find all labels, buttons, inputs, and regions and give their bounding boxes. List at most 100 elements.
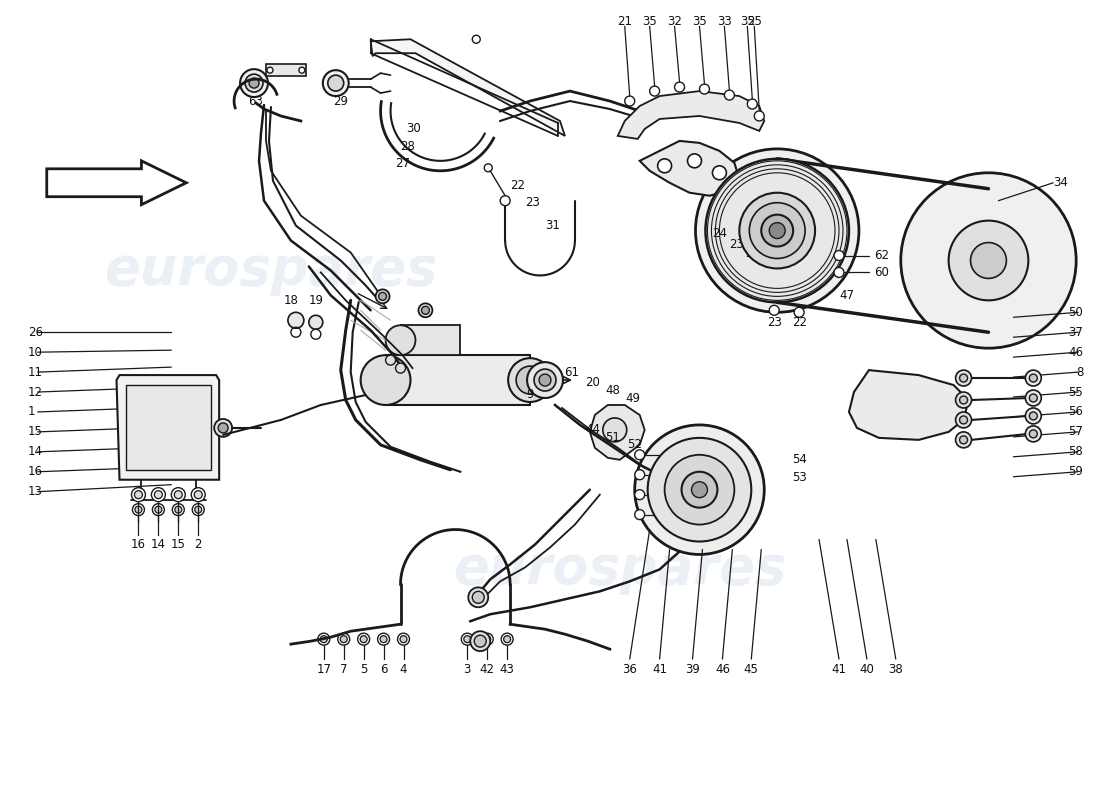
Text: 35: 35 <box>740 15 755 28</box>
Circle shape <box>1030 394 1037 402</box>
Text: 41: 41 <box>832 662 847 675</box>
Circle shape <box>132 488 145 502</box>
Text: 60: 60 <box>873 266 889 279</box>
Circle shape <box>191 488 206 502</box>
Text: 28: 28 <box>400 140 416 154</box>
Circle shape <box>378 292 386 300</box>
Circle shape <box>299 67 305 73</box>
Circle shape <box>320 636 328 642</box>
Circle shape <box>421 306 429 314</box>
Circle shape <box>635 450 645 460</box>
Circle shape <box>508 358 552 402</box>
Circle shape <box>472 35 481 43</box>
Text: 46: 46 <box>715 662 730 675</box>
Circle shape <box>692 482 707 498</box>
Circle shape <box>358 633 370 645</box>
Circle shape <box>469 587 488 607</box>
Circle shape <box>134 490 142 498</box>
Circle shape <box>956 392 971 408</box>
Text: 19: 19 <box>308 294 323 307</box>
Text: 56: 56 <box>1068 406 1084 418</box>
Text: 16: 16 <box>28 466 43 478</box>
Text: 14: 14 <box>28 446 43 458</box>
Circle shape <box>472 591 484 603</box>
Text: 42: 42 <box>480 662 495 675</box>
Circle shape <box>648 438 751 542</box>
Text: eurospares: eurospares <box>104 245 438 297</box>
Circle shape <box>192 504 205 515</box>
Text: 15: 15 <box>170 538 186 551</box>
Text: 43: 43 <box>499 662 515 675</box>
Circle shape <box>318 633 330 645</box>
Text: 12: 12 <box>28 386 43 398</box>
Circle shape <box>956 370 971 386</box>
Text: 36: 36 <box>623 662 637 675</box>
Circle shape <box>400 636 407 642</box>
Circle shape <box>705 159 849 302</box>
Circle shape <box>500 196 510 206</box>
Circle shape <box>135 506 142 513</box>
Circle shape <box>674 82 684 92</box>
Circle shape <box>539 374 551 386</box>
Polygon shape <box>618 91 764 139</box>
Polygon shape <box>47 161 186 205</box>
Circle shape <box>377 633 389 645</box>
Circle shape <box>484 636 491 642</box>
Circle shape <box>901 173 1076 348</box>
Text: 23: 23 <box>767 316 782 329</box>
Circle shape <box>959 374 968 382</box>
Text: 48: 48 <box>605 383 620 397</box>
Circle shape <box>794 307 804 318</box>
Text: 22: 22 <box>510 179 525 192</box>
Circle shape <box>464 636 471 642</box>
Circle shape <box>959 396 968 404</box>
Text: 37: 37 <box>1068 326 1084 338</box>
Circle shape <box>154 490 163 498</box>
Text: 47: 47 <box>839 289 855 302</box>
Circle shape <box>959 436 968 444</box>
Circle shape <box>381 636 387 642</box>
Text: 46: 46 <box>1068 346 1084 358</box>
Circle shape <box>956 412 971 428</box>
Circle shape <box>195 506 201 513</box>
Circle shape <box>396 363 406 373</box>
Circle shape <box>375 290 389 303</box>
Polygon shape <box>640 141 739 196</box>
Text: 44: 44 <box>585 423 601 436</box>
Circle shape <box>386 326 416 355</box>
Circle shape <box>725 90 735 100</box>
Circle shape <box>635 425 764 554</box>
Circle shape <box>361 355 410 405</box>
Circle shape <box>249 78 258 88</box>
Text: 54: 54 <box>792 454 806 466</box>
Circle shape <box>214 419 232 437</box>
Text: 34: 34 <box>1053 176 1068 190</box>
Circle shape <box>386 355 396 365</box>
Text: 41: 41 <box>652 662 667 675</box>
Text: 20: 20 <box>585 375 601 389</box>
Text: 1: 1 <box>28 406 35 418</box>
Circle shape <box>625 96 635 106</box>
Text: 61: 61 <box>564 366 580 378</box>
Text: 22: 22 <box>792 316 806 329</box>
Circle shape <box>761 214 793 246</box>
Circle shape <box>360 636 367 642</box>
Circle shape <box>755 111 764 121</box>
Text: 25: 25 <box>747 15 761 28</box>
Circle shape <box>481 633 493 645</box>
Circle shape <box>153 504 164 515</box>
Circle shape <box>834 250 844 261</box>
Text: 38: 38 <box>889 662 903 675</box>
Circle shape <box>948 221 1028 300</box>
Circle shape <box>245 74 263 92</box>
Text: 63: 63 <box>249 94 264 107</box>
Circle shape <box>959 416 968 424</box>
Circle shape <box>132 504 144 515</box>
Circle shape <box>682 472 717 508</box>
Text: 31: 31 <box>544 219 560 232</box>
Circle shape <box>504 636 510 642</box>
Circle shape <box>700 84 710 94</box>
Text: 58: 58 <box>1068 446 1084 458</box>
Circle shape <box>749 202 805 258</box>
Circle shape <box>747 99 757 109</box>
